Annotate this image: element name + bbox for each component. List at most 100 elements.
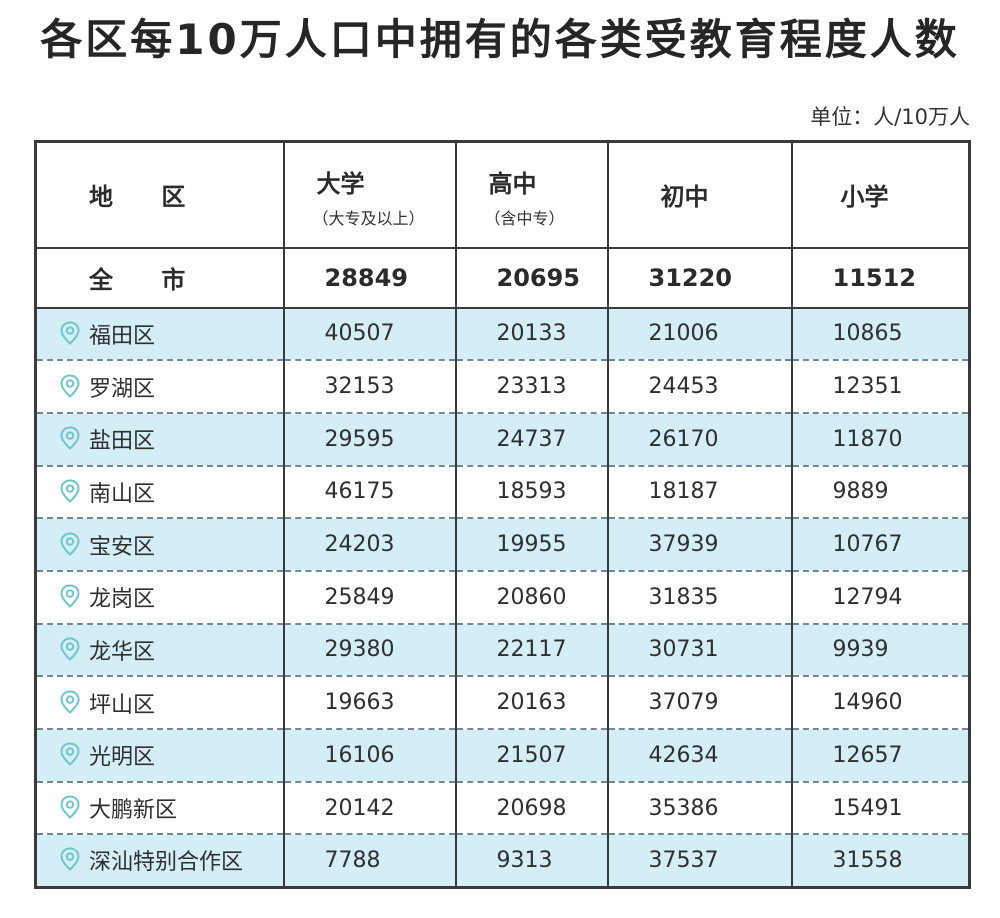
table-header-row: 地 区 大学 （大专及以上） 高中 （含中专） 初中 小学 [35, 141, 970, 248]
row-university: 16106 [283, 729, 457, 782]
header-highschool: 高中 （含中专） [455, 141, 609, 248]
row-primary: 15491 [832, 795, 903, 821]
location-pin-icon [59, 584, 81, 609]
row-middle: 30731 [607, 623, 793, 677]
row-university: 7788 [283, 834, 457, 888]
row-region-label: 坪山区 [89, 692, 156, 718]
row-primary: 14960 [832, 690, 903, 716]
table-row: 宝安区 24203 19955 37939 10767 [35, 518, 970, 571]
row-region: 盐田区 [35, 412, 285, 466]
table-row: 盐田区 29595 24737 26170 11870 [35, 412, 970, 466]
table-row: 光明区 16106 21507 42634 12657 [35, 729, 970, 782]
row-region: 宝安区 [35, 518, 285, 571]
location-pin-icon [59, 479, 81, 503]
row-middle: 37537 [607, 834, 793, 888]
total-row: 全 市 28849 20695 31220 11512 [35, 247, 970, 308]
location-pin-icon [59, 374, 81, 398]
row-highschool: 24737 [455, 412, 609, 466]
row-primary: 12657 [832, 742, 903, 768]
row-university: 20142 [283, 781, 457, 835]
location-pin-icon [59, 321, 81, 345]
row-region-label: 龙华区 [89, 639, 156, 665]
header-region: 地 区 [35, 141, 285, 248]
table-row: 龙岗区 25849 20860 31835 12794 [35, 570, 970, 624]
header-university-label: 大学 [316, 170, 365, 199]
row-primary: 12351 [832, 374, 903, 400]
row-highschool: 18593 [455, 465, 609, 519]
row-highschool: 9313 [455, 834, 609, 888]
total-primary: 11512 [832, 263, 917, 292]
row-region-label: 南山区 [89, 481, 156, 507]
row-highschool: 21507 [455, 729, 609, 782]
row-university: 25849 [283, 570, 457, 624]
row-region: 龙华区 [35, 623, 285, 677]
row-region: 光明区 [35, 729, 285, 782]
total-university: 28849 [283, 247, 457, 308]
education-table: 地 区 大学 （大专及以上） 高中 （含中专） 初中 小学 全 市 28849 … [34, 140, 971, 889]
row-middle: 35386 [607, 781, 793, 835]
header-highschool-label: 高中 [488, 170, 537, 199]
row-university: 46175 [283, 465, 457, 519]
total-middle: 31220 [607, 247, 793, 308]
row-region: 大鹏新区 [35, 781, 285, 835]
row-university: 32153 [283, 360, 457, 413]
row-middle: 37939 [607, 518, 793, 571]
table-row: 龙华区 29380 22117 30731 9939 [35, 623, 970, 677]
row-primary: 31558 [832, 847, 903, 873]
row-highschool: 20163 [455, 676, 609, 729]
location-pin-icon [59, 847, 81, 872]
header-university: 大学 （大专及以上） [283, 141, 457, 248]
header-highschool-note: （含中专） [484, 209, 565, 229]
row-middle: 26170 [607, 412, 793, 466]
table-row: 南山区 46175 18593 18187 9889 [35, 465, 970, 519]
row-primary: 9889 [832, 479, 889, 505]
location-pin-icon [59, 532, 81, 556]
location-pin-icon [59, 690, 81, 714]
row-primary: 10865 [832, 321, 903, 347]
row-middle: 31835 [607, 570, 793, 624]
table-row: 罗湖区 32153 23313 24453 12351 [35, 360, 970, 413]
row-highschool: 23313 [455, 360, 609, 413]
row-middle: 18187 [607, 465, 793, 519]
row-middle: 42634 [607, 729, 793, 782]
row-region-label: 罗湖区 [89, 376, 156, 402]
row-highschool: 20698 [455, 781, 609, 835]
row-region: 龙岗区 [35, 570, 285, 624]
table-row: 深汕特别合作区 7788 9313 37537 31558 [35, 834, 970, 888]
row-university: 29595 [283, 412, 457, 466]
total-highschool: 20695 [455, 247, 609, 308]
location-pin-icon [59, 637, 81, 661]
table-row: 福田区 40507 20133 21006 10865 [35, 307, 970, 361]
location-pin-icon [59, 426, 81, 451]
row-region-label: 宝安区 [89, 534, 156, 560]
page-title: 各区每10万人口中拥有的各类受教育程度人数 [40, 15, 960, 64]
row-highschool: 20133 [455, 307, 609, 361]
row-region-label: 福田区 [89, 323, 156, 349]
location-pin-icon [59, 795, 81, 819]
row-highschool: 22117 [455, 623, 609, 677]
total-region: 全 市 [35, 247, 285, 308]
row-region-label: 深汕特别合作区 [89, 850, 244, 876]
row-highschool: 20860 [455, 570, 609, 624]
location-pin-icon [59, 742, 81, 767]
table-row: 大鹏新区 20142 20698 35386 15491 [35, 781, 970, 835]
row-middle: 37079 [607, 676, 793, 729]
row-university: 24203 [283, 518, 457, 571]
row-highschool: 19955 [455, 518, 609, 571]
row-region-label: 大鹏新区 [89, 798, 178, 824]
row-region: 罗湖区 [35, 360, 285, 413]
row-university: 29380 [283, 623, 457, 677]
row-university: 40507 [283, 307, 457, 361]
row-university: 19663 [283, 676, 457, 729]
row-primary: 11870 [832, 426, 903, 452]
row-region: 福田区 [35, 307, 285, 361]
header-university-note: （大专及以上） [312, 209, 425, 229]
row-region-label: 盐田区 [89, 429, 156, 455]
row-region-label: 龙岗区 [89, 587, 156, 613]
header-primary: 小学 [840, 183, 889, 212]
row-region: 坪山区 [35, 676, 285, 729]
row-region-label: 光明区 [89, 745, 156, 771]
row-middle: 24453 [607, 360, 793, 413]
row-primary: 10767 [832, 532, 903, 558]
row-middle: 21006 [607, 307, 793, 361]
